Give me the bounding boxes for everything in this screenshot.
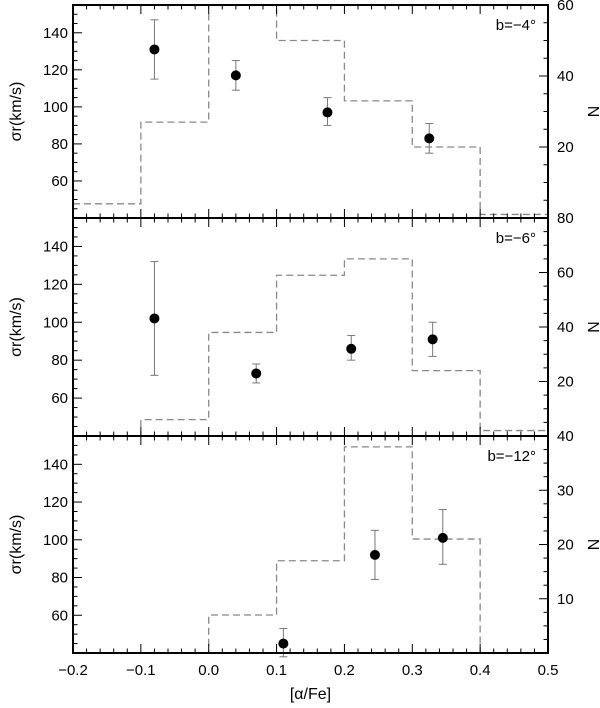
- y-tick-label: 80: [51, 352, 68, 369]
- y-tick-label: 60: [51, 607, 68, 624]
- y2-axis-title: N: [584, 106, 600, 118]
- x-tick-label: 0.5: [538, 662, 559, 679]
- panel-3: 60 80 100 120 140 10 20 30 40 b=−12° σr(km/s) N −0.2…: [8, 428, 600, 703]
- y-tick-label: 140: [43, 25, 68, 42]
- x-tick-label: 0.1: [266, 662, 287, 679]
- y2-axis-title: N: [584, 321, 600, 333]
- y2-tick-label: 30: [557, 482, 574, 499]
- y-tick-label: 80: [51, 136, 68, 153]
- histogram-outline: [73, 258, 548, 437]
- y2-tick-label: 20: [557, 374, 574, 391]
- x-tick-label: 0.4: [470, 662, 491, 679]
- x-tick-label: −0.2: [58, 662, 88, 679]
- y2-tick-label: 20: [557, 537, 574, 554]
- panel-2: 60 80 100 120 140 20 40 60 80 b=−6° σr(km/s) N: [8, 210, 600, 437]
- y-tick-label: 100: [43, 532, 68, 549]
- data-point: [230, 70, 241, 81]
- y-tick-label: 60: [51, 173, 68, 190]
- histogram-outline: [73, 4, 548, 216]
- x-tick-label: 0.0: [198, 662, 219, 679]
- y2-tick-label: 40: [557, 319, 574, 336]
- x-tick-label: 0.3: [402, 662, 423, 679]
- y2-tick-label: 60: [557, 265, 574, 282]
- data-point: [369, 549, 380, 560]
- x-axis-title: [α/Fe]: [290, 686, 331, 703]
- y-axis-title: σr(km/s): [8, 515, 25, 575]
- x-tick-label: 0.2: [334, 662, 355, 679]
- panel-1: 60 80 100 120 140 20 40 60 b=−4° σr(km/s) N: [8, 0, 600, 219]
- data-point: [437, 532, 448, 543]
- panel-frame: [72, 435, 549, 654]
- y2-tick-label: 40: [557, 428, 574, 445]
- y2-tick-label: 20: [557, 139, 574, 156]
- y-tick-label: 100: [43, 99, 68, 116]
- y-tick-label: 140: [43, 238, 68, 255]
- y2-tick-label: 10: [557, 591, 574, 608]
- panel-label: b=−4°: [496, 17, 536, 34]
- data-point: [278, 638, 289, 649]
- data-point: [346, 343, 357, 354]
- y-tick-label: 80: [51, 570, 68, 587]
- data-point: [149, 313, 160, 324]
- data-point: [322, 107, 333, 118]
- y2-tick-label: 80: [557, 210, 574, 227]
- panel-label: b=−6°: [496, 230, 536, 247]
- data-point: [424, 133, 435, 144]
- panel-label: b=−12°: [487, 448, 536, 465]
- y2-axis-title: N: [584, 539, 600, 551]
- y-tick-label: 140: [43, 456, 68, 473]
- y-tick-label: 120: [43, 62, 68, 79]
- y-axis-title: σr(km/s): [8, 82, 25, 142]
- y-tick-label: 120: [43, 276, 68, 293]
- y-tick-label: 120: [43, 494, 68, 511]
- y-tick-label: 100: [43, 314, 68, 331]
- y-tick-label: 60: [51, 390, 68, 407]
- y-axis-title: σr(km/s): [8, 297, 25, 357]
- y2-tick-label: 60: [557, 0, 574, 14]
- panel-frame: [72, 217, 549, 437]
- y2-tick-label: 40: [557, 68, 574, 85]
- histogram-outline: [73, 446, 548, 654]
- data-point: [149, 44, 160, 55]
- x-tick-label: −0.1: [126, 662, 156, 679]
- data-point: [427, 334, 438, 345]
- data-point: [251, 368, 262, 379]
- panel-frame: [72, 4, 549, 219]
